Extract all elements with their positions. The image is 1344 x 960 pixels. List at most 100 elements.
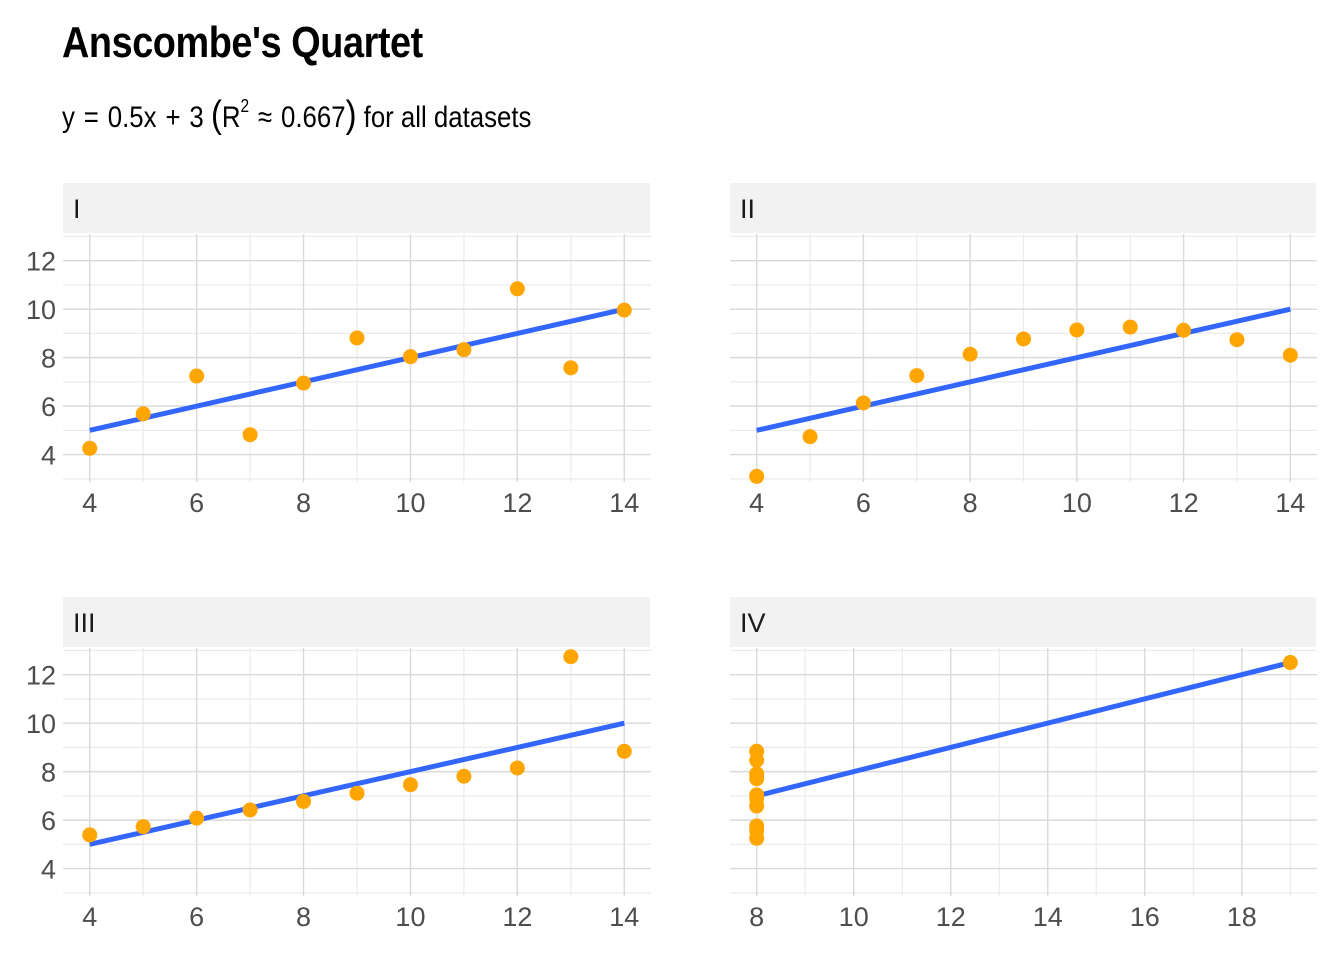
data-point — [749, 791, 765, 807]
x-tick-label: 8 — [963, 488, 978, 518]
x-tick-label: 10 — [839, 902, 869, 932]
x-tick-label: 4 — [749, 488, 764, 518]
x-tick-label: 10 — [395, 488, 425, 518]
data-point — [135, 819, 151, 835]
data-point — [189, 810, 205, 826]
data-point — [616, 743, 632, 759]
data-point — [616, 302, 632, 318]
x-tick-label: 4 — [82, 488, 97, 518]
panel-III: III 4 6 8 10 12 14 4 6 8 10 12 — [26, 597, 651, 932]
subtitle-plus: + — [165, 101, 181, 134]
data-point — [1122, 319, 1138, 335]
y-tick-label: 10 — [26, 295, 56, 325]
panel-strip — [63, 183, 650, 233]
panel-II: II 4 6 8 10 12 14 — [730, 183, 1317, 518]
y-tick-label: 4 — [41, 855, 56, 885]
data-point — [563, 649, 579, 665]
x-tick-label: 8 — [296, 902, 311, 932]
data-point — [749, 823, 765, 839]
x-tick-label: 6 — [189, 902, 204, 932]
x-tick-label: 16 — [1130, 902, 1160, 932]
x-tick-label: 12 — [936, 902, 966, 932]
data-point — [402, 349, 418, 365]
panel-strip-label: IV — [740, 608, 766, 638]
chart-subtitle: y = 0.5x + 3 (R2 ≈ 0.667) for all datase… — [62, 94, 531, 137]
panel-strip-label: I — [73, 194, 81, 224]
data-point — [1282, 347, 1298, 363]
data-point — [242, 427, 258, 443]
x-tick-label: 12 — [502, 902, 532, 932]
panel-I: I 4 6 8 10 12 14 4 6 8 10 12 — [26, 183, 651, 518]
data-point — [1016, 331, 1031, 347]
fit-line — [89, 306, 625, 433]
data-point — [296, 793, 312, 809]
x-tick-label: 6 — [856, 488, 871, 518]
y-tick-label: 6 — [41, 392, 56, 422]
data-point — [855, 395, 871, 411]
subtitle-approx: ≈ — [257, 101, 273, 134]
data-point — [135, 406, 151, 422]
subtitle-r-exponent: 2 — [240, 96, 250, 116]
y-tick-label: 4 — [41, 441, 56, 471]
chart-title: Anscombe's Quartet — [62, 18, 423, 67]
subtitle-equals: = — [83, 101, 99, 134]
x-tick-label: 12 — [1169, 488, 1199, 518]
data-point — [1229, 332, 1245, 348]
data-point — [1176, 322, 1192, 338]
data-point — [509, 281, 525, 297]
data-point — [82, 827, 98, 843]
data-point — [509, 760, 525, 776]
x-tick-label: 14 — [1275, 488, 1305, 518]
panel-strip — [730, 597, 1316, 647]
panel-IV: IV 8 10 12 14 16 18 — [730, 597, 1317, 932]
data-point — [962, 346, 978, 362]
subtitle-r: R — [221, 101, 241, 134]
data-point — [296, 375, 312, 391]
panel-strip-label: III — [73, 608, 96, 638]
data-point — [1282, 655, 1298, 671]
data-point — [456, 342, 472, 358]
data-point — [1069, 322, 1085, 338]
data-point — [349, 785, 365, 801]
data-point — [802, 429, 818, 445]
subtitle-open-paren: ( — [210, 94, 222, 136]
x-tick-label: 8 — [296, 488, 311, 518]
y-tick-label: 8 — [41, 758, 56, 788]
data-point — [242, 802, 258, 818]
data-point — [749, 468, 765, 484]
y-tick-label: 8 — [41, 344, 56, 374]
data-point — [749, 766, 765, 782]
subtitle-coef: 0.5x — [107, 101, 157, 134]
fit-line — [756, 306, 1291, 433]
x-tick-label: 12 — [502, 488, 532, 518]
x-tick-label: 14 — [609, 488, 639, 518]
subtitle-close-paren: ) — [345, 94, 357, 136]
x-tick-label: 10 — [395, 902, 425, 932]
y-tick-label: 12 — [26, 247, 56, 277]
panel-strip-label: II — [740, 194, 755, 224]
subtitle-y: y — [62, 101, 75, 134]
panel-strip — [730, 183, 1316, 233]
data-point — [909, 368, 925, 384]
x-tick-label: 6 — [189, 488, 204, 518]
data-point — [402, 777, 418, 793]
data-point — [456, 768, 472, 784]
data-point — [82, 440, 98, 456]
data-point — [563, 360, 579, 376]
data-point — [349, 330, 365, 346]
y-tick-label: 12 — [26, 661, 56, 691]
x-tick-label: 10 — [1062, 488, 1092, 518]
fit-line — [756, 660, 1291, 799]
y-tick-label: 10 — [26, 709, 56, 739]
y-tick-label: 6 — [41, 806, 56, 836]
data-point — [189, 368, 205, 384]
x-tick-label: 4 — [82, 902, 97, 932]
data-point — [749, 752, 765, 768]
x-tick-label: 14 — [609, 902, 639, 932]
x-tick-label: 8 — [749, 902, 764, 932]
x-tick-label: 14 — [1033, 902, 1063, 932]
x-tick-label: 18 — [1227, 902, 1257, 932]
subtitle-intercept: 3 — [189, 101, 204, 134]
subtitle-r2-value: 0.667 — [281, 101, 346, 134]
